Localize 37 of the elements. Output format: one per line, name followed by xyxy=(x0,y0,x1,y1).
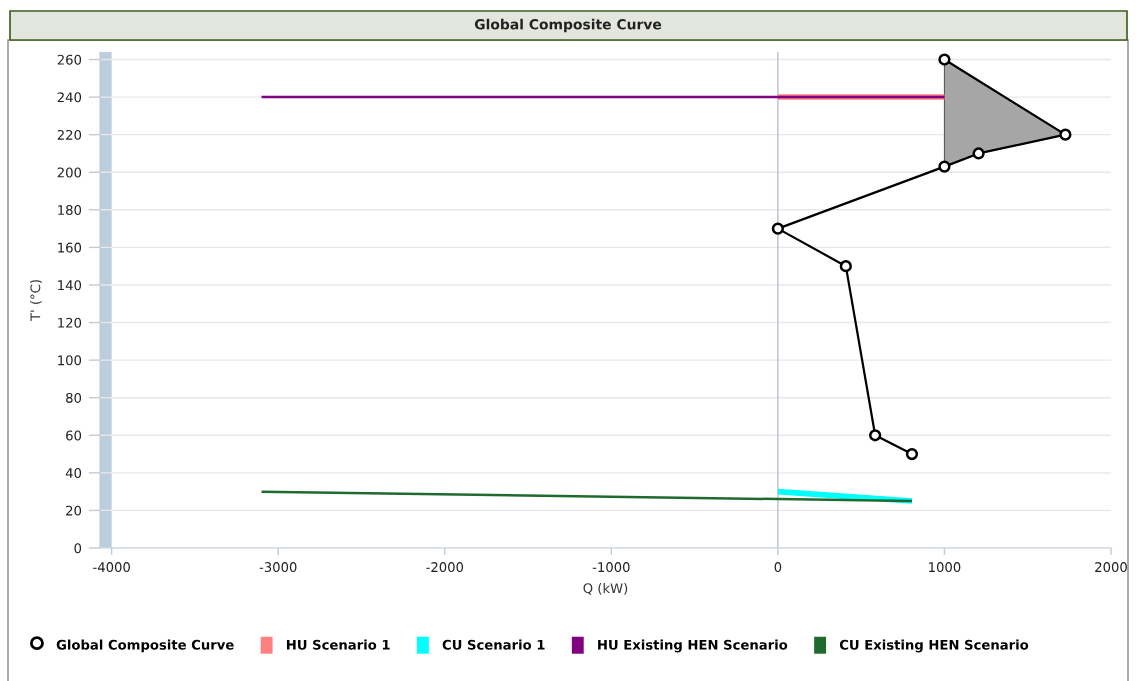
legend-label: CU Existing HEN Scenario xyxy=(839,639,1029,653)
x-tick-label: -4000 xyxy=(93,562,130,573)
y-tick-label: 20 xyxy=(66,505,82,516)
legend-label: CU Scenario 1 xyxy=(442,639,545,650)
point xyxy=(972,147,985,160)
y-tick-label: 180 xyxy=(58,205,82,216)
y-tick-label: 120 xyxy=(58,317,82,328)
y-tick-label: 200 xyxy=(57,167,82,178)
point xyxy=(869,429,882,442)
x-axis-title: Q (kW) xyxy=(583,582,628,595)
y-axis-title: T' (°C) xyxy=(30,280,42,322)
y-tick-label: 220 xyxy=(57,129,82,140)
legend-label: HU Scenario 1 xyxy=(286,639,390,650)
y-tick-label: 140 xyxy=(58,280,82,291)
point xyxy=(839,260,852,273)
x-tick-label: -1000 xyxy=(592,562,630,573)
x-tick-label: -3000 xyxy=(259,562,297,573)
y-tick-label: 80 xyxy=(66,392,82,403)
point xyxy=(905,447,919,461)
y-tick-label: 240 xyxy=(57,92,82,103)
legend-label: Global Composite Curve xyxy=(56,639,234,653)
x-tick-label: -2000 xyxy=(426,562,464,573)
y-tick-label: 60 xyxy=(66,430,82,441)
legend-label: HU Existing HEN Scenario xyxy=(598,639,788,653)
x-tick-label: 0 xyxy=(774,562,782,573)
y-tick-label: 160 xyxy=(58,242,82,253)
point xyxy=(938,53,951,66)
y-tick-label: 260 xyxy=(57,54,82,65)
x-tick-label: 1000 xyxy=(929,562,961,573)
point xyxy=(771,222,784,235)
y-tick-label: 0 xyxy=(74,543,82,554)
chart-title: Global Composite Curve xyxy=(474,18,662,33)
point xyxy=(1059,128,1072,141)
point xyxy=(938,160,951,173)
x-tick-label: 2000 xyxy=(1095,562,1127,573)
y-tick-label: 40 xyxy=(65,468,82,479)
y-tick-label: 100 xyxy=(58,355,82,366)
